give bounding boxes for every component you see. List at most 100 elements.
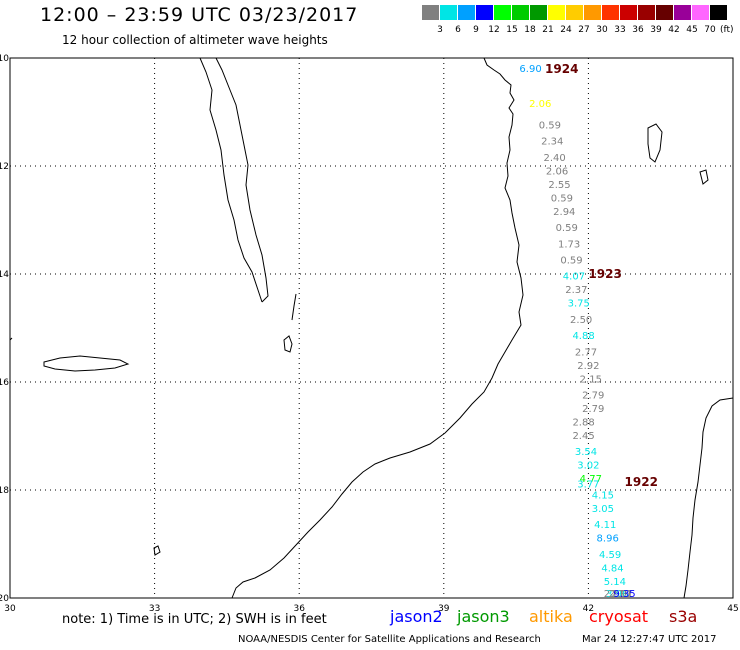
lake-malawi-west bbox=[199, 57, 263, 303]
pass-number-label: 1922 bbox=[625, 475, 658, 489]
color-bar-swatch bbox=[440, 5, 458, 20]
wave-height-value: 2.45 bbox=[572, 431, 594, 442]
wave-height-value: 2.61 bbox=[604, 589, 626, 600]
page-title: 12:00 – 23:59 UTC 03/23/2017 bbox=[40, 4, 359, 26]
pass-number-label: 1923 bbox=[588, 267, 621, 281]
legend-jason3: jason3 bbox=[457, 607, 510, 626]
lat-tick-label: -20 bbox=[0, 594, 9, 604]
wave-height-value: 6.90 bbox=[519, 64, 541, 75]
mozambique-coastline bbox=[231, 57, 524, 599]
pass-labels: 1924 1923 1922 bbox=[545, 62, 658, 489]
color-bar-label: 6 bbox=[455, 25, 461, 35]
comoros-mayotte bbox=[647, 123, 663, 163]
color-bar-label: 30 bbox=[596, 25, 608, 35]
wave-height-value: 4.77 bbox=[580, 474, 602, 485]
wave-height-value: 3.05 bbox=[592, 504, 614, 515]
wave-height-value: 2.34 bbox=[541, 137, 563, 148]
lon-tick-label: 42 bbox=[583, 604, 594, 614]
wave-height-value: 4.07 bbox=[563, 272, 585, 283]
wave-height-value: 2.91 bbox=[611, 589, 633, 600]
lake-cahora-bassa bbox=[43, 355, 130, 372]
coastlines bbox=[9, 57, 734, 599]
wave-height-value: 3.54 bbox=[575, 447, 597, 458]
wave-height-value: 2.37 bbox=[565, 285, 587, 296]
color-bar-label: 27 bbox=[578, 25, 590, 35]
wave-height-value: 3.77 bbox=[577, 480, 599, 491]
color-bar-swatch bbox=[458, 5, 476, 20]
observations: 6.90 2.06 0.59 2.34 2.40 2.06 2.55 0.59 2.94 0.59… bbox=[519, 64, 635, 600]
wave-height-value: 0.59 bbox=[560, 256, 582, 267]
lon-tick-label: 45 bbox=[727, 604, 738, 614]
wave-height-value: 2.06 bbox=[529, 99, 551, 110]
color-bar-label: 36 bbox=[632, 25, 644, 35]
map-grid: 30 33 36 39 42 45 -10 -12 -14 -16 -18 -20 bbox=[0, 54, 739, 614]
legend-cryosat: cryosat bbox=[589, 607, 649, 626]
wave-height-value: 2.77 bbox=[575, 347, 597, 358]
color-bar-swatch bbox=[566, 5, 584, 20]
wave-height-value: 2.92 bbox=[577, 361, 599, 372]
color-bar-label: 42 bbox=[668, 25, 680, 35]
wave-height-value: 4.11 bbox=[594, 520, 616, 531]
wave-height-value: 2.06 bbox=[546, 166, 568, 177]
legend-s3a: s3a bbox=[669, 607, 698, 626]
wave-height-value: 8.96 bbox=[597, 534, 619, 545]
wave-height-value: 2.19 bbox=[609, 589, 631, 600]
madagascar-coastline bbox=[683, 397, 734, 599]
lat-tick-label: -14 bbox=[0, 270, 9, 280]
color-bar-label: 24 bbox=[560, 25, 572, 35]
color-bar-unit: (ft) bbox=[720, 25, 734, 35]
wave-height-value: 3.96 bbox=[606, 589, 628, 600]
color-bar-swatch bbox=[602, 5, 620, 20]
color-bar-label: 45 bbox=[686, 25, 698, 35]
wave-height-value: 0.59 bbox=[556, 223, 578, 234]
color-bar-swatch bbox=[476, 5, 494, 20]
legend-jason2: jason2 bbox=[390, 607, 443, 626]
color-bar-swatch bbox=[584, 5, 602, 20]
credit-line: NOAA/NESDIS Center for Satellite Applica… bbox=[238, 634, 541, 645]
color-bar-label: 18 bbox=[524, 25, 536, 35]
zambia-border bbox=[9, 337, 13, 341]
color-bar-label: 70 bbox=[704, 25, 716, 35]
color-bar-swatch bbox=[710, 5, 728, 20]
lat-tick-label: -18 bbox=[0, 486, 9, 496]
wave-height-value: 0.59 bbox=[551, 193, 573, 204]
legend-altika: altika bbox=[529, 607, 573, 626]
lake-nyasa-islet bbox=[153, 545, 161, 556]
color-bar-swatch bbox=[548, 5, 566, 20]
wave-height-value: 0.59 bbox=[539, 121, 561, 132]
lat-tick-label: -16 bbox=[0, 378, 9, 388]
color-bar-swatch bbox=[638, 5, 656, 20]
wave-height-value: 2.94 bbox=[553, 207, 575, 218]
page-subtitle: 12 hour collection of altimeter wave hei… bbox=[62, 33, 328, 47]
shire-river bbox=[291, 293, 297, 321]
footer-note: note: 1) Time is in UTC; 2) SWH is in fe… bbox=[62, 612, 327, 627]
wave-height-value: 5.14 bbox=[604, 577, 626, 588]
lake-malawi-east bbox=[215, 57, 269, 303]
color-bar-swatch bbox=[494, 5, 512, 20]
generation-timestamp: Mar 24 12:27:47 UTC 2017 bbox=[582, 634, 717, 645]
wave-height-value: 2.55 bbox=[548, 180, 570, 191]
color-bar-label: 39 bbox=[650, 25, 662, 35]
lon-tick-label: 39 bbox=[438, 604, 450, 614]
wave-height-value: 2.79 bbox=[582, 404, 604, 415]
wave-height-value: 9.35 bbox=[613, 589, 635, 600]
color-bar-swatch bbox=[692, 5, 710, 20]
lon-tick-label: 33 bbox=[149, 604, 160, 614]
color-bar-swatch bbox=[530, 5, 548, 20]
lon-tick-label: 36 bbox=[293, 604, 305, 614]
wave-height-value: 4.15 bbox=[592, 490, 614, 501]
wave-height-value: 4.59 bbox=[599, 550, 621, 561]
lon-tick-label: 30 bbox=[4, 604, 16, 614]
wave-height-value: 3.02 bbox=[577, 461, 599, 472]
color-bar-swatch bbox=[656, 5, 674, 20]
pass-number-label: 1924 bbox=[545, 62, 578, 76]
color-bar-swatch bbox=[620, 5, 638, 20]
wave-height-value: 2.15 bbox=[580, 374, 602, 385]
madagascar-north-islet bbox=[699, 169, 709, 185]
wave-height-value: 2.40 bbox=[544, 153, 566, 164]
map-frame bbox=[9, 57, 734, 599]
wave-height-value: 2.50 bbox=[570, 315, 592, 326]
lat-tick-label: -10 bbox=[0, 54, 9, 64]
color-bar-label: 9 bbox=[473, 25, 479, 35]
